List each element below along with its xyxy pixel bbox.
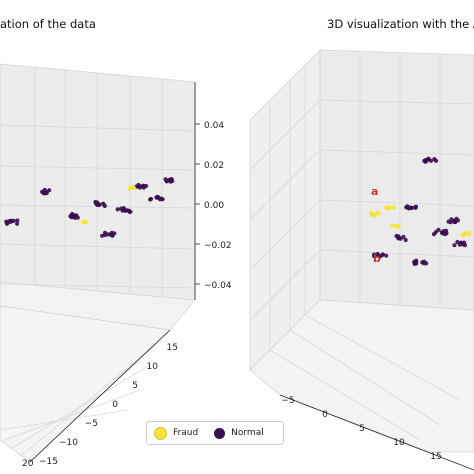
right-point-fraud (396, 223, 401, 228)
left-point-fraud (81, 219, 86, 224)
left-y-tick-label: −5 (85, 419, 98, 429)
left-point-normal (100, 233, 105, 238)
right-point-normal (403, 237, 408, 243)
right-point-normal (384, 253, 389, 258)
right-point-normal (372, 254, 377, 259)
left-y-tick-label: 10 (147, 362, 159, 372)
legend-label-normal: Normal (231, 428, 264, 438)
right-point-normal (458, 240, 463, 245)
legend-marker-normal (214, 427, 226, 439)
left-x-tick-label: 20 (22, 459, 34, 469)
right-x-tick-label: 15 (430, 452, 441, 462)
left-point-normal (70, 214, 75, 219)
left-point-normal (165, 178, 170, 183)
right-x-tick-label: 0 (322, 410, 328, 420)
right-point-fraud (387, 205, 392, 210)
left-y-tick-label: −10 (59, 438, 78, 448)
right-axis-line (279, 394, 474, 471)
left-point-normal (170, 178, 175, 183)
left-point-normal (15, 221, 20, 226)
left-chart-title: ation of the data (0, 17, 96, 31)
right-x-tick-label: 5 (359, 424, 365, 434)
right-point-fraud (461, 232, 466, 237)
left-scatter-points (4, 177, 175, 238)
left-axes: ation of the data 0.04 0.02 0.00 −0.02 −0.04… (0, 17, 232, 469)
right-back-pane (319, 49, 474, 311)
left-z-tick-label: 0.04 (204, 121, 224, 131)
left-z-tick-label: 0.02 (204, 161, 224, 171)
right-point-normal (432, 157, 437, 162)
right-point-normal (414, 258, 419, 263)
right-scatter-points (369, 156, 472, 266)
left-point-normal (120, 208, 125, 213)
left-point-normal (74, 213, 79, 218)
left-point-normal (148, 197, 153, 202)
left-z-tick-labels: 0.04 0.02 0.00 −0.02 −0.04 (195, 121, 232, 291)
left-point-fraud (131, 185, 136, 190)
left-point-normal (136, 184, 141, 189)
left-y-tick-label: 5 (132, 381, 138, 391)
right-point-normal (440, 231, 445, 236)
right-point-normal (422, 259, 427, 264)
right-point-normal (429, 158, 434, 163)
right-point-normal (412, 205, 418, 210)
left-z-tick-label: −0.04 (204, 281, 232, 291)
left-point-normal (101, 201, 106, 206)
left-point-fraud (128, 185, 133, 190)
right-point-normal (380, 252, 385, 257)
right-annotation-label: a (371, 185, 378, 198)
right-point-normal (462, 240, 467, 245)
left-z-tick-label: −0.02 (204, 241, 232, 251)
left-point-normal (15, 218, 20, 223)
right-point-normal (436, 227, 441, 232)
right-point-normal (405, 204, 410, 209)
left-gridlines (0, 67, 196, 456)
legend-marker-fraud (154, 426, 167, 440)
left-y-tick-label: 15 (167, 343, 178, 353)
right-point-fraud (369, 210, 374, 215)
right-point-fraud (391, 205, 396, 210)
left-y-tick-label: −15 (39, 457, 58, 467)
left-y-tick-labels: 15 10 5 0 −5 −10−15 (39, 343, 178, 467)
right-annotations: ab (371, 185, 381, 265)
right-annotation-label: b (373, 252, 381, 265)
left-point-normal (106, 232, 111, 237)
right-point-normal (452, 218, 457, 223)
legend: Fraud Normal (146, 421, 284, 445)
left-y-tick-label: 0 (112, 400, 118, 410)
right-x-tick-labels: −5 0 5 10 15 (281, 396, 441, 462)
right-point-fraud (467, 231, 472, 236)
legend-item-fraud: Fraud (154, 426, 199, 440)
right-point-normal (412, 261, 417, 266)
left-point-normal (7, 219, 12, 224)
left-point-normal (43, 190, 48, 195)
left-point-normal (110, 233, 115, 238)
left-point-normal (115, 207, 120, 212)
right-point-fraud (389, 223, 394, 228)
right-gridlines (249, 52, 474, 441)
left-point-normal (95, 202, 100, 207)
right-chart-title: 3D visualization with the Au (327, 17, 474, 31)
right-point-normal (423, 157, 428, 163)
left-z-tick-label: 0.00 (204, 201, 224, 211)
left-point-normal (144, 183, 149, 189)
right-x-tick-label: 10 (393, 438, 405, 448)
legend-item-normal: Normal (214, 427, 264, 439)
legend-label-fraud: Fraud (173, 428, 199, 438)
left-point-normal (159, 196, 164, 201)
right-point-normal (448, 220, 453, 225)
left-axis-line-2 (29, 329, 171, 463)
right-point-fraud (372, 212, 377, 218)
right-point-normal (396, 236, 401, 241)
right-point-normal (452, 243, 457, 248)
left-floor-pane (0, 305, 171, 463)
left-point-normal (128, 209, 133, 214)
left-x-tick-labels: 20 (22, 459, 34, 469)
right-x-tick-label: −5 (281, 396, 294, 406)
right-point-normal (431, 232, 437, 237)
